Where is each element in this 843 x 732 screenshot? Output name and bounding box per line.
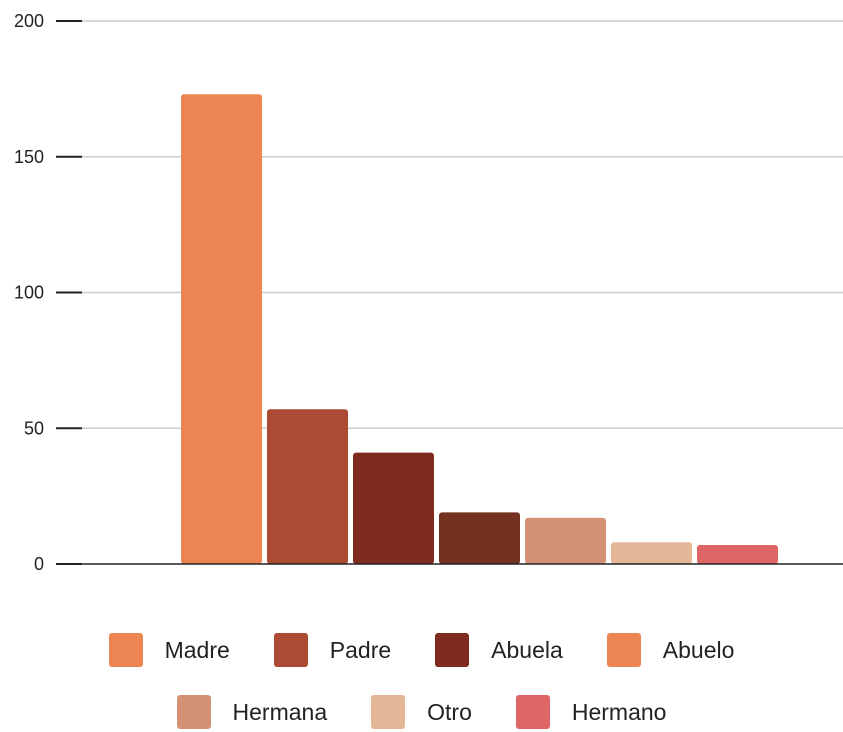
bar-madre [181,94,262,565]
bar-hermano [697,544,778,564]
y-tick-label: 150 [14,147,44,167]
legend-label-hermano: Hermano [571,698,667,725]
y-tick-label: 200 [14,11,44,31]
legend-swatch-madre [108,633,143,667]
y-tick-label: 100 [14,283,44,303]
legend-label-otro: Otro [427,698,472,725]
legend-swatch-abuela [435,633,470,667]
legend-item-otro: Otro [371,695,472,729]
bar-otro [611,542,692,564]
legend-label-padre: Padre [329,636,392,663]
legend-item-abuela: Abuela [435,633,563,667]
legend-swatch-padre [273,633,308,667]
bars [181,94,778,565]
y-axis-ticks: 0 50 100 150 200 [14,11,82,574]
legend-label-hermana: Hermana [232,698,328,725]
legend-row-2: Hermana Otro Hermano [0,692,843,732]
y-tick-label: 50 [24,418,44,438]
legend-item-hermano: Hermano [515,695,667,729]
legend-swatch-hermano [515,695,550,729]
legend-item-abuelo: Abuelo [606,633,735,667]
legend-item-hermana: Hermana [176,695,328,729]
legend-item-madre: Madre [108,633,230,667]
legend-label-abuela: Abuela [491,636,563,663]
legend-swatch-abuelo [606,633,641,667]
bar-hermana [525,517,606,564]
legend-swatch-otro [371,695,406,729]
bar-chart: 0 50 100 150 200 [14,11,843,574]
legend-label-abuelo: Abuelo [662,636,735,663]
legend-item-padre: Padre [273,633,392,667]
legend-swatch-hermana [176,695,211,729]
bar-padre [267,409,348,564]
legend-label-madre: Madre [164,636,230,663]
bar-abuela [353,452,434,564]
legend-row-1: Madre Padre Abuela Abuelo [0,630,843,670]
y-tick-label: 0 [34,554,44,574]
bar-abuelo [439,512,520,564]
